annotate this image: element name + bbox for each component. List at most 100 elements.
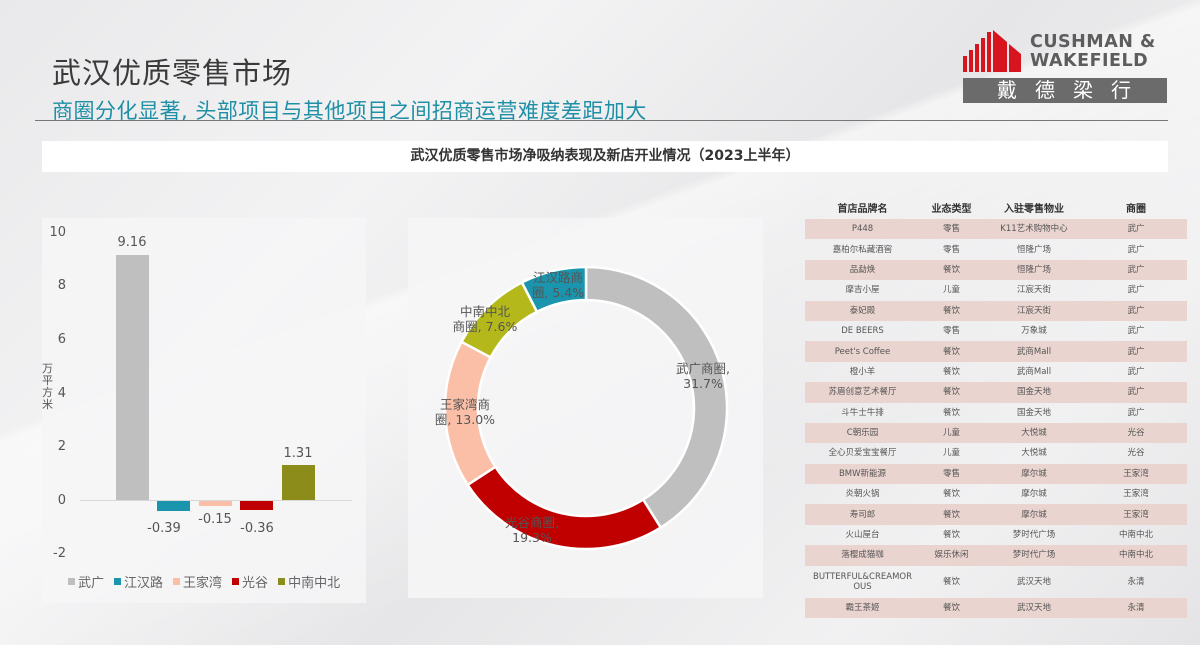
legend-swatch	[173, 578, 181, 585]
table-row: BUTTERFUL&CREAMOROUS 餐饮 武汉天地 永清	[805, 566, 1187, 598]
cell-district: 武广	[1127, 407, 1145, 418]
legend-swatch	[68, 578, 75, 585]
zero-baseline	[80, 500, 352, 501]
donut-label-wangjiawan: 王家湾商 圈, 13.0%	[430, 397, 500, 427]
cell-type: 餐饮	[942, 346, 960, 357]
cell-type: 餐饮	[942, 366, 960, 377]
cell-type: 餐饮	[942, 530, 960, 541]
logo-chinese-name: 戴德梁行	[963, 78, 1167, 103]
cell-district: 武广	[1127, 264, 1145, 275]
cell-brand: 品勐焕	[849, 264, 876, 275]
table-row: P448 零售 K11艺术购物中心 武广	[805, 219, 1187, 240]
y-tick: 4	[57, 386, 66, 401]
cell-district: 武广	[1127, 387, 1145, 398]
table-row: Peet's Coffee 餐饮 武商Mall 武广	[805, 341, 1187, 362]
legend-swatch	[278, 578, 286, 585]
legend-label: 王家湾	[183, 576, 223, 591]
table-body: P448 零售 K11艺术购物中心 武广 嘉柏尔私藏酒窖 零售 恒隆广场 武广 品勐焕 餐饮 恒隆广…	[805, 219, 1187, 619]
table-row: 霸王茶姬 餐饮 武汉天地 永清	[805, 597, 1187, 619]
cell-property: 摩尔城	[1021, 509, 1047, 520]
y-tick: 10	[49, 225, 66, 240]
donut-label-wuguang: 武广商圈, 31.7%	[667, 361, 739, 391]
cell-brand: 霸王茶姬	[845, 602, 880, 613]
donut-chart	[443, 265, 729, 551]
cell-type: 餐饮	[942, 305, 960, 316]
cell-type: 儿童	[942, 285, 960, 296]
label-name: 王家湾商	[439, 397, 490, 412]
y-tick: 6	[57, 332, 66, 347]
table-row: 炎朝火锅 餐饮 摩尔城 王家湾	[805, 484, 1187, 504]
page-title: 武汉优质零售市场	[52, 56, 293, 90]
donut-label-guanggu: 光谷商圈, 19.3%	[492, 515, 572, 545]
cell-property: 恒隆广场	[1016, 264, 1051, 275]
logo-line1: CUSHMAN &	[1030, 32, 1156, 52]
label-pct: 圈, 5.4%	[531, 285, 585, 300]
table-row: BMW新能源 零售 摩尔城 王家湾	[805, 463, 1187, 485]
cell-type: 餐饮	[942, 602, 960, 613]
cell-type: 儿童	[942, 428, 960, 439]
cell-district: 光谷	[1127, 448, 1145, 459]
label-pct: 商圈, 7.6%	[452, 319, 518, 334]
cell-district: 武广	[1127, 326, 1145, 337]
cell-brand: 苏眉创意艺术餐厅	[828, 387, 897, 398]
cell-district: 武广	[1127, 244, 1145, 255]
table-row: 泰妃殿 餐饮 江宸天街 武广	[805, 300, 1187, 321]
bar-chart-legend: 武广 江汉路 王家湾 光谷 中南中北	[68, 572, 340, 591]
cell-property: 大悦城	[1021, 448, 1047, 459]
cell-brand: 火山屋台	[845, 530, 880, 541]
cell-district: 永清	[1127, 576, 1145, 587]
legend-label: 江汉路	[124, 576, 164, 591]
header-divider	[35, 120, 1168, 121]
column-header-brand: 首店品牌名	[837, 204, 888, 215]
cell-property: 江宸天街	[1016, 285, 1051, 296]
cell-type: 零售	[942, 468, 960, 479]
column-header-type: 业态类型	[931, 204, 972, 215]
cell-district: 武广	[1127, 285, 1145, 296]
donut-slice-jianghanlu	[520, 265, 588, 314]
legend-label: 中南中北	[288, 576, 341, 591]
y-tick: -2	[53, 546, 66, 561]
cell-brand: 嘉柏尔私藏酒窖	[832, 244, 893, 255]
table-row: DE BEERS 零售 万象城 武广	[805, 321, 1187, 341]
logo-line2: WAKEFIELD	[1030, 51, 1149, 71]
label-name: 中南中北	[459, 304, 510, 319]
column-header-property: 入驻零售物业	[1004, 204, 1064, 215]
label-pct: 19.3%	[512, 530, 552, 545]
donut-label-zhongnanzhongbei: 中南中北 商圈, 7.6%	[450, 304, 520, 334]
cell-district: 王家湾	[1123, 489, 1149, 500]
cell-district: 武广	[1127, 346, 1145, 357]
cell-type: 餐饮	[942, 264, 960, 275]
cell-property: 万象城	[1021, 326, 1047, 337]
cell-property: 江宸天街	[1016, 305, 1051, 316]
building-bars-icon	[963, 30, 1021, 72]
cell-property: 国金天地	[1016, 407, 1051, 418]
label-name: 光谷商圈,	[505, 515, 559, 530]
cell-district: 中南中北	[1118, 550, 1153, 561]
cell-brand: 炎朝火锅	[845, 489, 880, 500]
cell-brand: 落樱成猫咖	[841, 550, 884, 561]
cell-property: 武汉天地	[1016, 602, 1051, 613]
cell-brand: 摩吉小屋	[845, 285, 880, 296]
cell-district: 武广	[1127, 366, 1145, 377]
legend-item-zhongnanzhongbei: 中南中北	[278, 572, 340, 591]
cell-brand: BMW新能源	[838, 468, 887, 479]
bar-guanggu	[240, 501, 273, 510]
legend-item-wangjiawan: 王家湾	[173, 572, 222, 591]
legend-swatch	[114, 578, 122, 585]
legend-label: 光谷	[242, 576, 269, 591]
cell-type: 餐饮	[942, 387, 960, 398]
cell-district: 永清	[1127, 602, 1145, 613]
cell-brand: BUTTERFUL&CREAMOROUS	[813, 571, 912, 592]
y-tick: 8	[57, 278, 66, 293]
y-tick: 0	[57, 493, 66, 508]
company-logo: CUSHMAN & WAKEFIELD 戴德梁行	[963, 28, 1167, 104]
section-title: 武汉优质零售市场净吸纳表现及新店开业情况（2023上半年）	[42, 141, 1168, 172]
table-row: 斗牛士牛排 餐饮 国金天地 武广	[805, 403, 1187, 423]
cell-property: 梦时代广场	[1012, 550, 1056, 561]
cell-district: 王家湾	[1123, 468, 1149, 479]
bar-value-label: -0.15	[198, 512, 232, 527]
label-name: 江汉路商	[532, 270, 583, 285]
cell-brand: 泰妃殿	[849, 305, 876, 316]
new-store-table: 首店品牌名 业态类型 入驻零售物业 商圈 P448 零售 K11艺术购物中心 武广 嘉柏…	[805, 201, 1187, 619]
cell-brand: 全心贝爱宝宝餐厅	[828, 448, 897, 459]
